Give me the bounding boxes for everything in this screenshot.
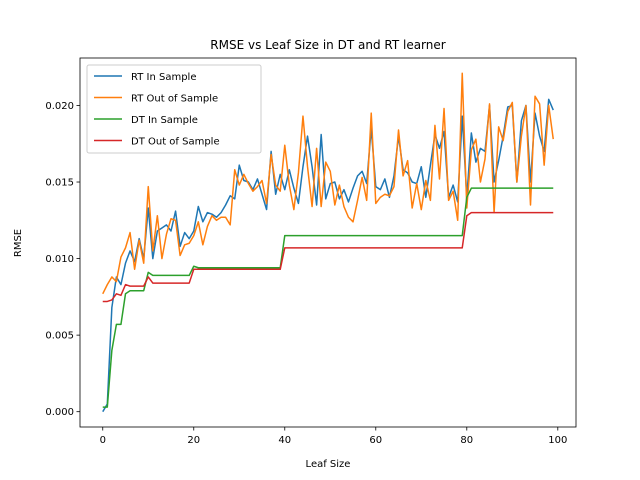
y-tick-label: 0.005 <box>45 331 74 342</box>
axes-frame <box>79 57 577 428</box>
x-tick-label: 80 <box>460 435 473 446</box>
x-tick-label: 100 <box>548 435 567 446</box>
legend-box <box>86 64 262 154</box>
series-line-1 <box>102 72 554 295</box>
x-axis-label: Leaf Size <box>306 459 351 470</box>
axes: 0 20 40 60 80 100 0.000 0.005 0.010 0.015 0.020 <box>45 57 577 446</box>
x-tick-label: 20 <box>187 435 200 446</box>
x-tick-label: 60 <box>369 435 382 446</box>
legend-entry-label: RT Out of Sample <box>131 94 218 105</box>
series-line-3 <box>102 211 554 303</box>
y-axis-label: RMSE <box>13 229 24 257</box>
legend: RT In Sample RT Out of Sample DT In Sample… <box>86 64 262 154</box>
chart-title: RMSE vs Leaf Size in DT and RT learner <box>210 38 445 52</box>
y-tick-label: 0.010 <box>45 254 74 265</box>
legend-entry-label: DT In Sample <box>131 115 198 126</box>
y-tick-label: 0.015 <box>45 178 74 189</box>
legend-entry-label: RT In Sample <box>131 72 196 83</box>
series-line-2 <box>102 187 554 408</box>
y-tick-label: 0.000 <box>45 407 74 418</box>
x-tick-label: 0 <box>100 435 106 446</box>
plot-area <box>102 72 554 413</box>
y-tick-label: 0.020 <box>45 101 74 112</box>
x-tick-label: 40 <box>278 435 291 446</box>
legend-entry-label: DT Out of Sample <box>131 137 220 148</box>
